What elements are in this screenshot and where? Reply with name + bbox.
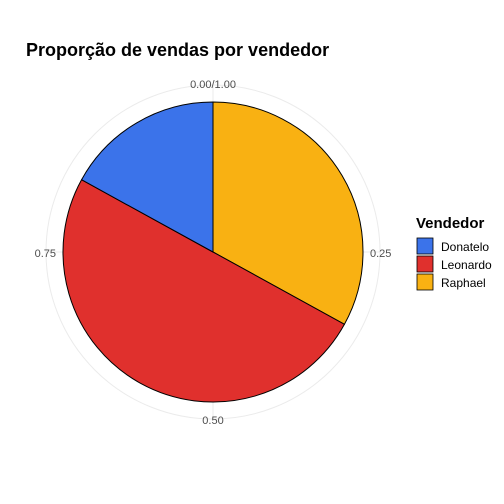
legend-item-raphael: Raphael: [416, 273, 486, 291]
legend-swatch-leonardo: [416, 255, 434, 273]
legend-item-donatelo: Donatelo: [416, 237, 489, 255]
pie-slices: [62, 101, 364, 403]
pie-slice-raphael: [212, 101, 364, 325]
legend-label-raphael: Raphael: [441, 276, 486, 290]
legend: Vendedor Donatelo Leonardo Raphael: [416, 215, 492, 291]
tick-label-left: 0.75: [35, 248, 56, 260]
legend-title: Vendedor: [416, 215, 485, 232]
tick-label-right: 0.25: [370, 248, 391, 260]
legend-swatch-donatelo: [416, 237, 434, 255]
legend-item-leonardo: Leonardo: [416, 255, 492, 273]
legend-label-leonardo: Leonardo: [441, 258, 492, 272]
legend-swatch-raphael: [416, 273, 434, 291]
legend-label-donatelo: Donatelo: [441, 240, 489, 254]
tick-label-bottom: 0.50: [202, 415, 223, 427]
pie-slice-donatelo: [81, 101, 214, 253]
pie-slice-leonardo: [62, 179, 345, 403]
tick-label-top: 0.00/1.00: [190, 79, 236, 91]
chart-title: Proporção de vendas por vendedor: [26, 40, 329, 60]
